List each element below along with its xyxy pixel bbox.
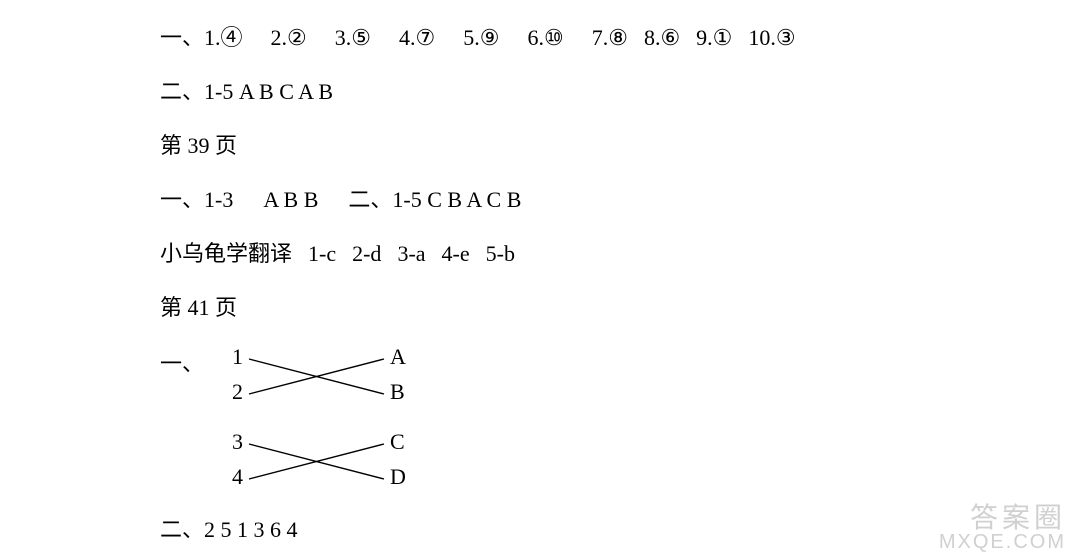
pair-2: 2-d — [352, 241, 381, 266]
svg-text:2: 2 — [232, 379, 243, 404]
q2: 2.② — [271, 25, 307, 50]
q6: 6.⑩ — [527, 25, 563, 50]
cross-diagram-svg: 1 A 2 B 3 C 4 D — [204, 344, 434, 494]
turtle-title: 小乌龟学翻译 — [160, 241, 292, 266]
q4: 4.⑦ — [399, 25, 435, 50]
seq-values: 2 5 1 3 6 4 — [204, 517, 298, 542]
pair-1: 1-c — [308, 241, 336, 266]
p39-s2-ans: C B A C B — [427, 187, 521, 212]
svg-text:D: D — [390, 464, 406, 489]
page-39-heading: 第 39 页 — [160, 128, 1080, 160]
matching-diagram: 一、 1 A 2 B 3 C 4 D — [160, 344, 1080, 494]
svg-text:3: 3 — [232, 429, 243, 454]
turtle-translate-line: 小乌龟学翻译 1-c 2-d 3-a 4-e 5-b — [160, 236, 1080, 268]
pair-3: 3-a — [397, 241, 425, 266]
section-1-answers: 一、1.④ 2.② 3.⑤ 4.⑦ 5.⑨ 6.⑩ 7.⑧ 8.⑥ 9.① 10.③ — [160, 20, 1080, 52]
page-41-heading: 第 41 页 — [160, 290, 1080, 322]
svg-text:A: A — [390, 344, 406, 369]
q9: 9.① — [696, 25, 732, 50]
section-1-prefix: 一、 — [160, 25, 204, 50]
section-2-values: A B C A B — [239, 79, 333, 104]
pair-4: 4-e — [442, 241, 470, 266]
svg-text:4: 4 — [232, 464, 243, 489]
p39-s2-prefix: 二、 — [348, 187, 392, 212]
q5: 5.⑨ — [463, 25, 499, 50]
p39-s1-prefix: 一、 — [160, 187, 204, 212]
q10: 10.③ — [748, 25, 795, 50]
page-39-answers: 一、1-3 A B B 二、1-5 C B A C B — [160, 182, 1080, 214]
svg-text:B: B — [390, 379, 405, 404]
section-2-answers: 二、1-5 A B C A B — [160, 74, 1080, 106]
watermark: 答案圈 MXQE.COM — [939, 503, 1066, 553]
watermark-bottom: MXQE.COM — [939, 532, 1066, 553]
p39-s2-range: 1-5 — [392, 187, 421, 212]
p39-s1-ans: A B B — [263, 187, 318, 212]
q3: 3.⑤ — [335, 25, 371, 50]
svg-text:1: 1 — [232, 344, 243, 369]
q1: 1.④ — [204, 25, 243, 50]
section-2-prefix: 二、 — [160, 79, 204, 104]
svg-text:C: C — [390, 429, 405, 454]
section-2-range: 1-5 — [204, 79, 233, 104]
watermark-top: 答案圈 — [939, 503, 1066, 532]
q7: 7.⑧ — [592, 25, 628, 50]
diagram-prefix: 一、 — [160, 346, 204, 378]
p39-s1-range: 1-3 — [204, 187, 233, 212]
seq-prefix: 二、 — [160, 517, 204, 542]
q8: 8.⑥ — [644, 25, 680, 50]
pair-5: 5-b — [486, 241, 515, 266]
